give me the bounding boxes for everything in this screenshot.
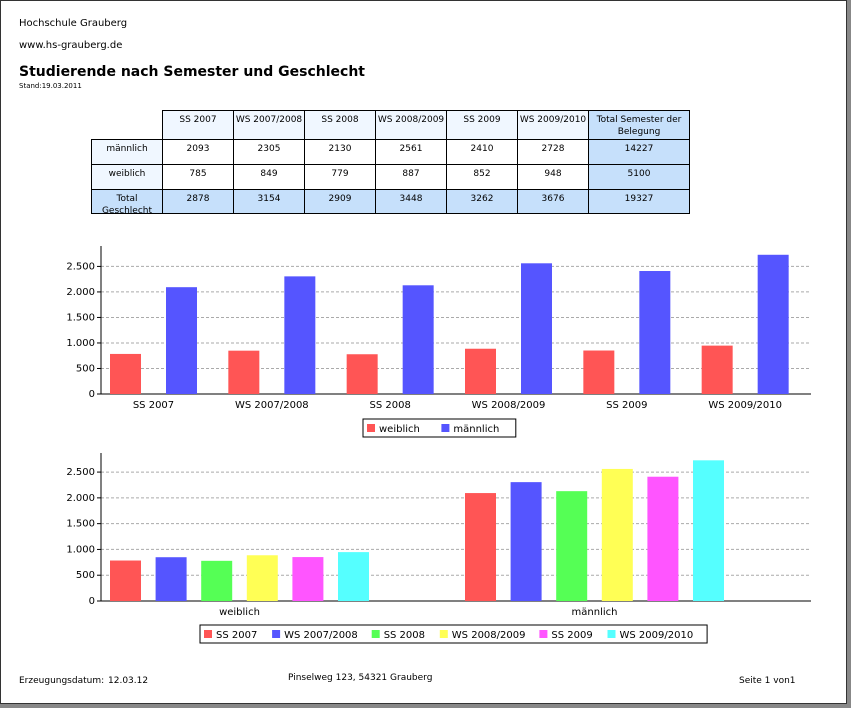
cell: 2410 <box>446 139 518 165</box>
legend-swatch <box>204 630 212 638</box>
legend-swatch <box>539 630 548 638</box>
column-header: SS 2007 <box>162 110 234 140</box>
y-tick-label: 2.500 <box>66 261 95 272</box>
bar <box>757 254 789 394</box>
bar <box>166 287 197 394</box>
y-tick-label: 2.000 <box>66 287 95 298</box>
bar <box>693 460 724 601</box>
column-header: Total Semester der Belegung <box>588 110 690 140</box>
bar <box>110 560 141 601</box>
cell: 2728 <box>517 139 589 165</box>
row-label: Total Geschlecht <box>91 189 163 216</box>
bar <box>228 350 260 394</box>
bar <box>246 555 278 601</box>
y-tick-label: 1.500 <box>66 519 95 530</box>
website: www.hs-grauberg.de <box>19 40 123 51</box>
cell: 849 <box>233 164 305 190</box>
bar <box>338 552 369 601</box>
column-header: WS 2009/2010 <box>517 110 589 140</box>
legend-box <box>362 418 517 438</box>
y-tick-label: 500 <box>76 570 95 581</box>
bar <box>402 285 434 394</box>
bar <box>284 276 316 394</box>
legend-swatch <box>439 630 448 638</box>
created-label: Erzeugungsdatum: <box>19 676 105 686</box>
y-tick-label: 0 <box>89 389 95 400</box>
column-header: SS 2008 <box>304 110 376 140</box>
bar <box>583 350 615 394</box>
legend-label: WS 2009/2010 <box>620 630 694 641</box>
institution: Hochschule Grauberg <box>19 18 128 29</box>
legend-label: WS 2007/2008 <box>284 630 358 641</box>
legend-swatch <box>607 630 616 638</box>
bar <box>201 560 233 601</box>
bar <box>155 557 187 601</box>
x-tick-label: SS 2008 <box>370 400 411 411</box>
legend-swatch <box>371 630 380 638</box>
y-tick-label: 500 <box>76 363 95 374</box>
bar <box>465 348 496 394</box>
title: Studierende nach Semester und Geschlecht <box>19 64 365 80</box>
cell: 2878 <box>162 189 234 214</box>
created-date: 12.03.12 <box>108 676 149 686</box>
page-number: Seite 1 von1 <box>739 676 796 686</box>
cell: 2305 <box>233 139 305 165</box>
cell: 19327 <box>588 189 690 214</box>
x-tick-label: WS 2007/2008 <box>235 400 309 411</box>
legend-label: männlich <box>453 424 499 435</box>
x-tick-label: WS 2008/2009 <box>472 400 546 411</box>
cell: 2909 <box>304 189 376 214</box>
legend-label: WS 2008/2009 <box>452 630 526 641</box>
cell: 2561 <box>375 139 447 165</box>
legend-label: weiblich <box>379 424 420 435</box>
x-tick-label: SS 2009 <box>606 400 647 411</box>
cell: 3448 <box>375 189 447 214</box>
x-tick-label: WS 2009/2010 <box>708 400 782 411</box>
address: Pinselweg 123, 54321 Grauberg <box>288 673 433 683</box>
bar <box>346 354 378 394</box>
legend-swatch <box>441 424 450 432</box>
bar <box>701 345 733 394</box>
stand: Stand:19.03.2011 <box>19 82 82 90</box>
cell: 2093 <box>162 139 234 165</box>
cell: 785 <box>162 164 234 190</box>
cell: 3262 <box>446 189 518 214</box>
bar <box>510 482 542 601</box>
y-tick-label: 1.500 <box>66 312 95 323</box>
bar <box>292 557 324 601</box>
legend-label: SS 2008 <box>384 630 425 641</box>
legend-label: SS 2007 <box>216 630 257 641</box>
bar <box>639 271 671 394</box>
legend-swatch <box>272 630 281 638</box>
bar <box>521 263 552 394</box>
y-tick-label: 1.000 <box>66 338 95 349</box>
x-tick-label: männlich <box>572 607 618 618</box>
legend-swatch <box>367 424 375 432</box>
bar <box>601 468 633 601</box>
column-header: SS 2009 <box>446 110 518 140</box>
bar <box>556 491 588 601</box>
bar <box>647 476 679 601</box>
y-tick-label: 0 <box>89 596 95 607</box>
row-label: männlich <box>91 139 163 165</box>
y-tick-label: 1.000 <box>66 544 95 555</box>
y-tick-label: 2.500 <box>66 467 95 478</box>
y-tick-label: 2.000 <box>66 493 95 504</box>
legend-label: SS 2009 <box>551 630 592 641</box>
x-tick-label: weiblich <box>219 607 260 618</box>
legend-box <box>199 624 708 644</box>
bar <box>465 493 496 601</box>
bar <box>110 353 141 394</box>
x-tick-label: SS 2007 <box>133 400 174 411</box>
